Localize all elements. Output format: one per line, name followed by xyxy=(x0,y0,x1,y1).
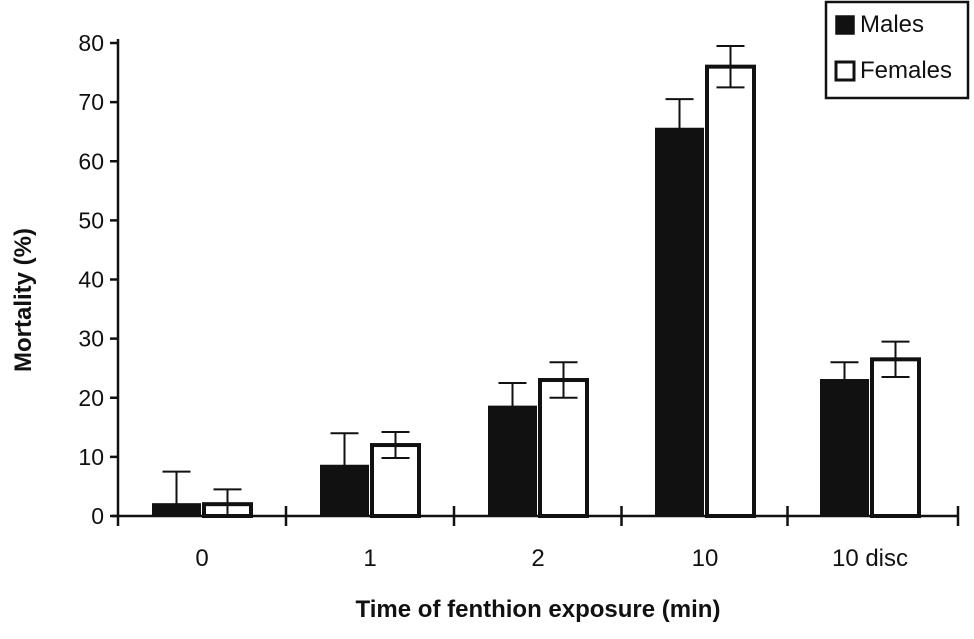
y-tick-label: 30 xyxy=(78,326,104,352)
y-tick-label: 80 xyxy=(78,30,104,56)
x-tick-label: 2 xyxy=(531,545,544,572)
bar-females xyxy=(705,64,756,519)
y-tick-label: 50 xyxy=(78,207,104,233)
y-tick-label: 70 xyxy=(78,89,104,115)
x-axis-title: Time of fenthion exposure (min) xyxy=(356,596,721,623)
bar-females xyxy=(870,357,921,518)
axes xyxy=(112,39,958,526)
bar-females xyxy=(538,378,589,519)
legend-label-males: Males xyxy=(860,11,924,38)
y-tick-label: 20 xyxy=(78,385,104,411)
y-tick-label: 40 xyxy=(78,267,104,293)
y-tick-label: 0 xyxy=(91,503,104,529)
error-bars xyxy=(162,44,910,516)
bars xyxy=(152,64,921,519)
legend: Males Females xyxy=(824,0,970,100)
legend-label-females: Females xyxy=(860,57,952,84)
legend-swatch-females xyxy=(834,60,856,82)
bar-males xyxy=(820,379,869,518)
x-tick-label: 10 disc xyxy=(832,545,908,572)
bar-males xyxy=(655,127,704,517)
x-tick-label: 1 xyxy=(363,545,376,572)
y-tick-label: 10 xyxy=(78,444,104,470)
y-axis-ticks: 0 10 20 30 40 50 60 70 80 xyxy=(78,30,118,529)
legend-swatch-males xyxy=(835,15,855,35)
x-tick-label: 0 xyxy=(195,545,208,572)
y-tick-label: 60 xyxy=(78,148,104,174)
y-axis-title: Mortality (%) xyxy=(10,228,37,372)
x-tick-label: 10 xyxy=(692,545,719,572)
